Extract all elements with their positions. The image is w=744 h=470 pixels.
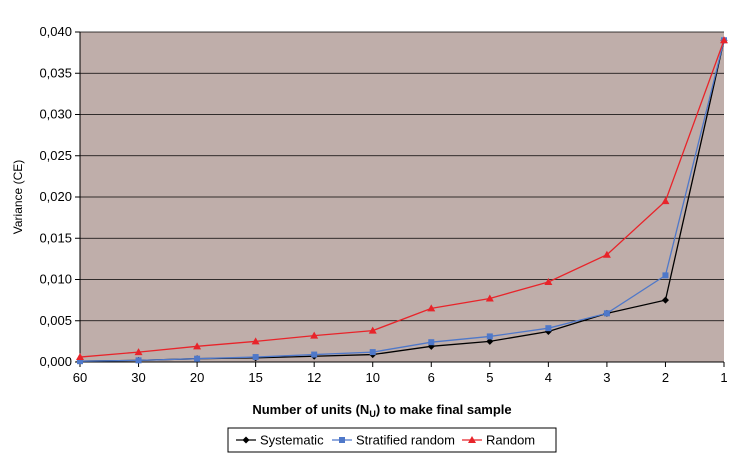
x-tick-label: 3 (603, 370, 610, 385)
series-line-random (79, 40, 725, 358)
x-tick-label: 1 (720, 370, 727, 385)
data-point-stratified-random (252, 354, 259, 361)
legend-marker-systematic (242, 436, 250, 444)
legend-label-systematic: Systematic (260, 433, 324, 448)
gridlines (80, 31, 724, 322)
data-point-random (76, 353, 84, 361)
data-point-random (427, 304, 436, 312)
data-point-random (134, 348, 143, 356)
x-tick-label: 20 (190, 370, 204, 385)
x-tick-label: 15 (248, 370, 262, 385)
data-point-stratified-random (603, 310, 610, 317)
data-point-stratified-random (662, 272, 669, 279)
data-point-stratified-random (486, 333, 493, 340)
data-point-stratified-random (77, 358, 83, 365)
y-tick-label: 0,030 (39, 107, 72, 122)
data-point-random (602, 250, 611, 258)
series-group (76, 36, 728, 365)
x-tick-label: 4 (545, 370, 552, 385)
x-tick-label: 10 (365, 370, 379, 385)
y-tick-label: 0,035 (39, 65, 72, 80)
axes (79, 32, 724, 363)
x-tick-label: 2 (662, 370, 669, 385)
x-axis-ticks: 60 30 20 15 12 10 6 5 4 3 2 1 (73, 362, 728, 385)
data-point-systematic (661, 296, 669, 304)
legend-marker-stratified-random (339, 437, 345, 443)
data-point-random (544, 277, 553, 285)
legend-label-stratified-random: Stratified random (356, 433, 455, 448)
y-tick-label: 0,020 (39, 189, 72, 204)
data-point-stratified-random (428, 339, 435, 346)
data-point-random (661, 197, 670, 205)
data-point-stratified-random (194, 355, 201, 362)
x-tick-label: 6 (428, 370, 435, 385)
x-axis-label: Number of units (NU) to make final sampl… (252, 402, 511, 419)
y-axis-label: Variance (CE) (11, 160, 25, 234)
legend: Systematic Stratified random Random (227, 427, 557, 453)
data-point-random (251, 337, 260, 345)
data-point-stratified-random (545, 325, 552, 332)
data-point-random (310, 331, 319, 339)
x-axis-label-rest: ) to make final sample (376, 402, 512, 417)
data-point-systematic (486, 337, 494, 345)
y-tick-label: 0,040 (39, 24, 72, 39)
y-tick-label: 0,000 (39, 354, 72, 369)
y-tick-label: 0,015 (39, 230, 72, 245)
y-tick-label: 0,010 (39, 272, 72, 287)
data-point-random (485, 294, 494, 302)
data-point-stratified-random (369, 349, 376, 356)
x-tick-label: 5 (486, 370, 493, 385)
x-tick-label: 60 (73, 370, 87, 385)
x-axis-label-main: Number of units (N (252, 402, 369, 417)
y-axis-ticks: 0,000 0,005 0,010 0,015 0,020 0,025 0,030 0,035… (39, 24, 80, 369)
x-tick-label: 12 (307, 370, 321, 385)
series-random (76, 36, 728, 361)
y-tick-label: 0,005 (39, 313, 72, 328)
data-point-random (368, 326, 377, 334)
x-axis-label-subscript: U (369, 409, 376, 419)
data-point-stratified-random (135, 357, 142, 364)
data-point-stratified-random (311, 351, 318, 358)
y-tick-label: 0,025 (39, 148, 72, 163)
data-point-random (720, 36, 728, 44)
series-line-stratified-random (79, 40, 725, 362)
data-point-random (193, 342, 202, 350)
x-tick-label: 30 (131, 370, 145, 385)
legend-box (227, 427, 557, 453)
legend-marker-random (468, 436, 476, 443)
legend-label-random: Random (486, 433, 535, 448)
